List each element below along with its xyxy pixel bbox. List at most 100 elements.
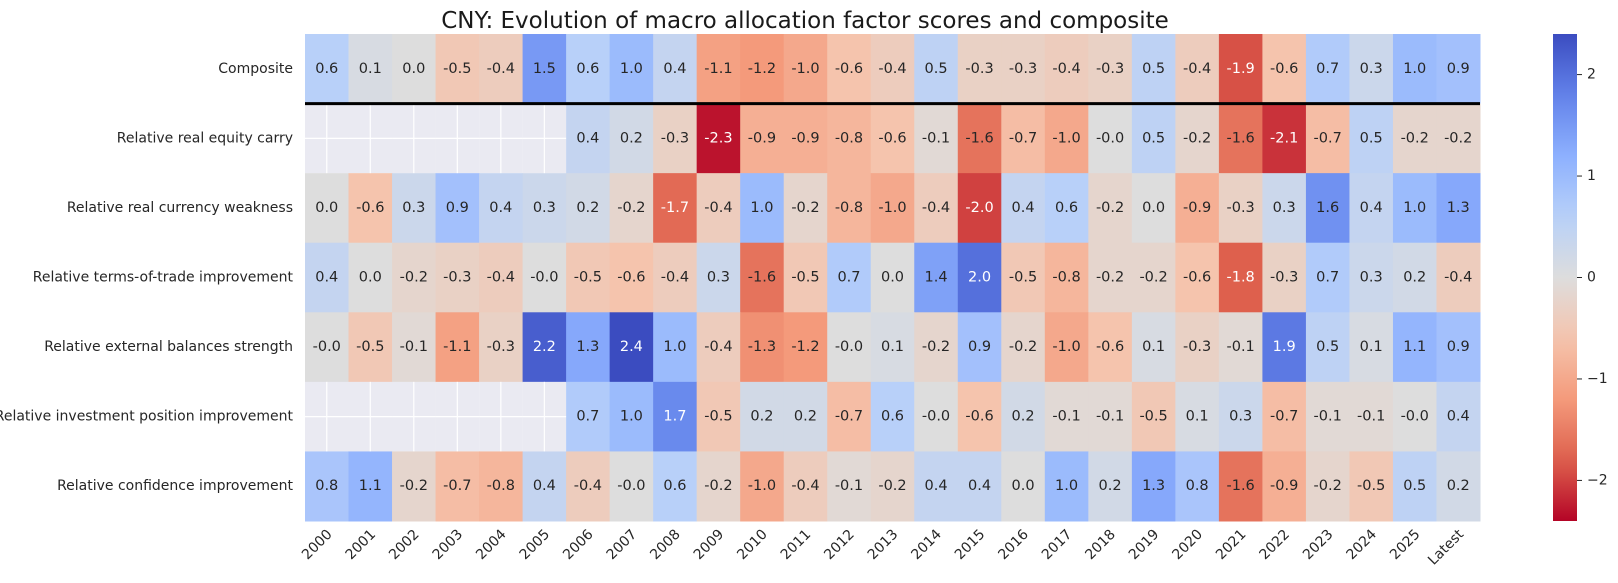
heatmap-cell <box>1044 381 1089 452</box>
heatmap-cell-label: -0.8 <box>835 200 863 216</box>
heatmap-cell <box>1001 312 1046 383</box>
heatmap-cell-label: -0.1 <box>1357 409 1385 425</box>
heatmap-cell-label: 0.6 <box>1055 200 1078 216</box>
heatmap-cell-label: 0.3 <box>1229 409 1252 425</box>
heatmap-cell-label: -1.6 <box>1226 130 1254 146</box>
heatmap-cell <box>1262 381 1307 452</box>
heatmap-cell <box>914 173 959 244</box>
heatmap-cell <box>914 381 959 452</box>
heatmap-cell <box>1436 173 1481 244</box>
heatmap-cell-label: 1.0 <box>750 200 773 216</box>
heatmap-cell <box>1001 173 1046 244</box>
heatmap-cell-label: 0.1 <box>359 61 382 77</box>
heatmap-cell-label: -0.4 <box>1183 61 1211 77</box>
heatmap-cell <box>566 242 611 313</box>
colorbar-tick-label: 1 <box>1587 168 1596 184</box>
heatmap-cell-label: 0.5 <box>1360 130 1383 146</box>
heatmap-cell <box>1175 173 1220 244</box>
heatmap-cell <box>1305 103 1350 174</box>
heatmap-cell <box>1349 381 1394 452</box>
heatmap-cell-label: 1.9 <box>1273 339 1296 355</box>
heatmap-cell-label: 0.4 <box>533 478 556 494</box>
heatmap-cell-label: 1.7 <box>663 409 686 425</box>
heatmap-cell <box>479 34 524 105</box>
heatmap-cell <box>1088 451 1133 522</box>
heatmap-cell <box>914 103 959 174</box>
heatmap-cell-label: 0.4 <box>663 61 686 77</box>
heatmap-cell-label: -0.9 <box>791 130 819 146</box>
heatmap-cell <box>1044 34 1089 105</box>
heatmap-cell-label: 0.1 <box>1186 409 1209 425</box>
column-label: 2005 <box>517 527 554 564</box>
heatmap-cell <box>740 34 785 105</box>
heatmap-cell <box>479 173 524 244</box>
heatmap-cell-label: 1.5 <box>533 61 556 77</box>
heatmap-cell-label: -1.7 <box>661 200 689 216</box>
heatmap-cell-label: -1.0 <box>748 478 776 494</box>
heatmap-cell <box>566 312 611 383</box>
heatmap-cell-label: 1.3 <box>576 339 599 355</box>
heatmap-cell <box>1218 173 1263 244</box>
heatmap-cell-label: 0.4 <box>1447 409 1470 425</box>
heatmap-cell-label: 1.0 <box>1403 61 1426 77</box>
heatmap-cell-label: -2.1 <box>1270 130 1298 146</box>
heatmap-cell-label: -0.4 <box>878 61 906 77</box>
heatmap-cell-label: -0.2 <box>400 270 428 286</box>
heatmap-cell-label: 0.9 <box>1447 339 1470 355</box>
heatmap-cell-label: -0.5 <box>1357 478 1385 494</box>
heatmap-cell <box>435 451 480 522</box>
heatmap-cell-label: -0.2 <box>1009 339 1037 355</box>
column-label: 2002 <box>386 527 423 564</box>
heatmap-cell <box>740 242 785 313</box>
heatmap-cell <box>870 242 915 313</box>
heatmap-cell-label: -0.4 <box>791 478 819 494</box>
heatmap-cell <box>392 312 437 383</box>
heatmap-cell-label: 0.8 <box>315 478 338 494</box>
heatmap-cell-label: -0.3 <box>1009 61 1037 77</box>
column-label: 2021 <box>1213 527 1250 564</box>
heatmap-cell <box>1262 103 1307 174</box>
heatmap-cell-label: -0.4 <box>1444 270 1472 286</box>
heatmap-cell <box>653 103 698 174</box>
heatmap-cell-label: 0.6 <box>576 61 599 77</box>
heatmap-cell-label: 0.1 <box>881 339 904 355</box>
heatmap-cell-label: -0.2 <box>1096 270 1124 286</box>
heatmap-cell-label: 1.1 <box>1403 339 1426 355</box>
heatmap-cell <box>1262 451 1307 522</box>
heatmap-cell-label: -0.2 <box>1096 200 1124 216</box>
heatmap-cell <box>1088 34 1133 105</box>
heatmap-cell <box>1044 103 1089 174</box>
heatmap-cell-label: 0.6 <box>663 478 686 494</box>
heatmap-cell <box>696 173 741 244</box>
heatmap-cell <box>435 34 480 105</box>
heatmap-cell-label: -0.0 <box>922 409 950 425</box>
heatmap-cell <box>696 312 741 383</box>
heatmap-cell <box>1131 242 1176 313</box>
heatmap-cell <box>740 312 785 383</box>
heatmap-cell-label: -0.1 <box>400 339 428 355</box>
heatmap-cell <box>1218 103 1263 174</box>
heatmap-cell <box>522 173 567 244</box>
heatmap-cell <box>1088 381 1133 452</box>
row-label: Composite <box>218 61 293 77</box>
heatmap-cell <box>783 103 828 174</box>
heatmap-cell-label: -0.2 <box>400 478 428 494</box>
column-label: 2006 <box>560 526 597 563</box>
heatmap-cell-label: 0.3 <box>1360 61 1383 77</box>
heatmap-cell <box>827 242 872 313</box>
heatmap-cell <box>827 34 872 105</box>
heatmap-cell-label: 0.2 <box>1447 478 1470 494</box>
heatmap-cell <box>566 34 611 105</box>
heatmap-cell <box>653 451 698 522</box>
heatmap-cell <box>1349 173 1394 244</box>
heatmap-cell-label: -0.1 <box>1314 409 1342 425</box>
heatmap-cell-label: 2.2 <box>533 339 556 355</box>
heatmap-cell <box>740 381 785 452</box>
row-label: Relative real currency weakness <box>67 200 293 216</box>
heatmap-cell <box>1262 312 1307 383</box>
heatmap-cell <box>827 103 872 174</box>
heatmap-cell-label: 0.7 <box>837 270 860 286</box>
heatmap-cell-label: -0.4 <box>574 478 602 494</box>
heatmap-cell <box>957 312 1002 383</box>
